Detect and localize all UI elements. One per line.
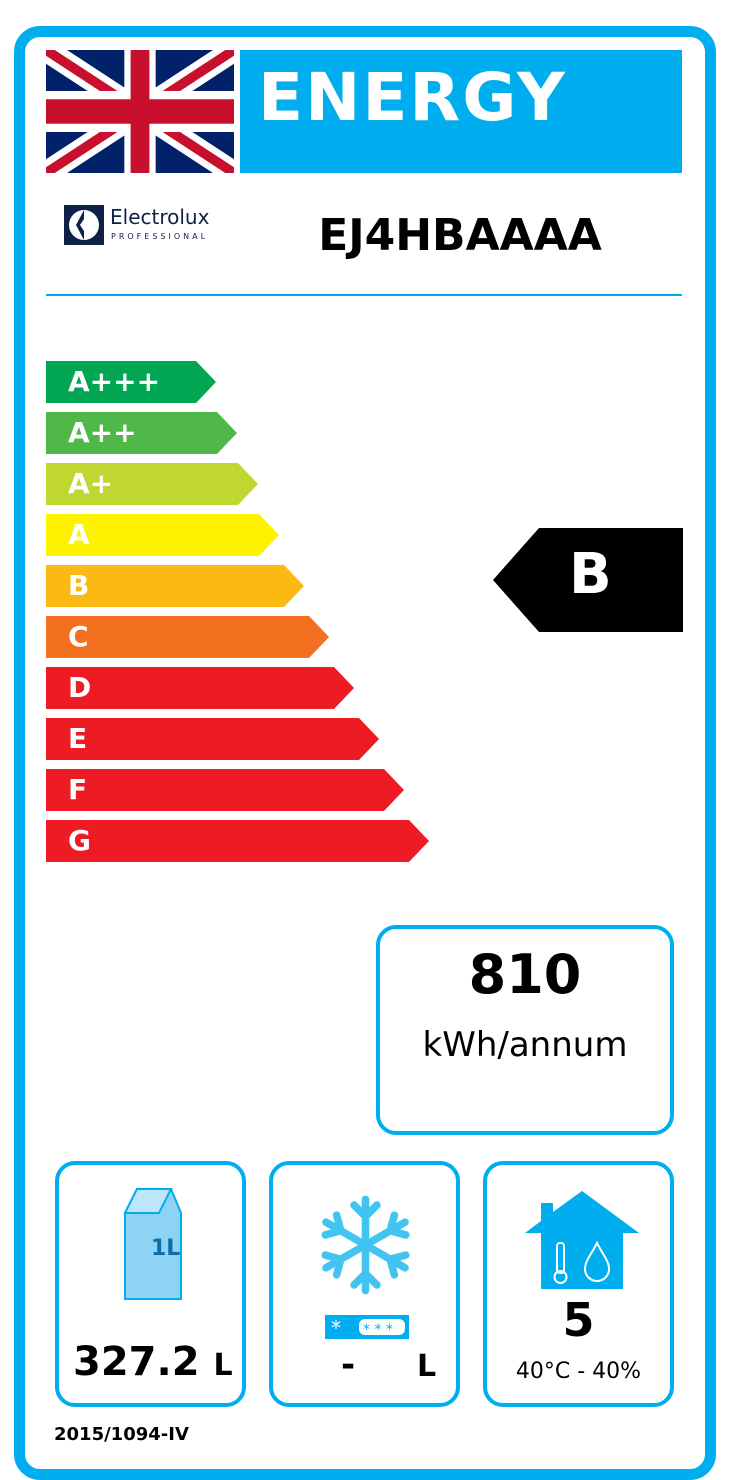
- model-number: EJ4HBAAAA: [318, 210, 602, 261]
- scale-label: A+++: [68, 365, 161, 398]
- scale-label: A++: [68, 416, 137, 449]
- regulation-number: 2015/1094-IV: [54, 1424, 189, 1445]
- scale-bar-aplusplusplus: A+++: [46, 361, 216, 403]
- scale-bar-g: G: [46, 820, 429, 862]
- scale-label: C: [68, 620, 89, 653]
- scale-bar-e: E: [46, 718, 379, 760]
- brand-sub: PROFESSIONAL: [111, 232, 209, 241]
- climate-class: 5: [562, 1293, 595, 1347]
- electrolux-logo-icon: [64, 205, 104, 245]
- scale-bar-f: F: [46, 769, 404, 811]
- frozen-volume-box: * * * * - L: [269, 1161, 460, 1407]
- chilled-volume-unit: L: [213, 1348, 233, 1383]
- scale-bar-c: C: [46, 616, 329, 658]
- scale-bar-b: B: [46, 565, 304, 607]
- consumption-box: 810 kWh/annum: [376, 925, 674, 1135]
- scale-bar-a: A: [46, 514, 279, 556]
- chilled-volume-value: 327.2: [73, 1339, 200, 1385]
- scale-bar-d: D: [46, 667, 354, 709]
- scale-label: A+: [68, 467, 114, 500]
- climate-conditions: 40°C - 40%: [515, 1359, 642, 1384]
- scale-label: A: [68, 518, 90, 551]
- scale-bar-aplusplus: A++: [46, 412, 237, 454]
- uk-flag-icon: [46, 50, 234, 173]
- svg-text:*: *: [331, 1316, 341, 1339]
- label-border: [14, 26, 716, 1480]
- milk-carton-icon: 1L: [123, 1188, 182, 1300]
- svg-text:* * *: * * *: [363, 1322, 393, 1338]
- consumption-value: 810: [468, 943, 582, 1006]
- scale-bar-aplus: A+: [46, 463, 258, 505]
- brand-name: Electrolux: [110, 205, 210, 229]
- scale-label: E: [68, 722, 88, 755]
- rating-indicator: B: [493, 528, 683, 632]
- energy-title: ENERGY: [240, 50, 682, 173]
- consumption-unit: kWh/annum: [422, 1025, 628, 1065]
- star-rating-icon: * * * *: [325, 1315, 409, 1339]
- frozen-volume-value: -: [341, 1345, 356, 1385]
- scale-label: B: [68, 569, 90, 602]
- snowflake-icon: [318, 1195, 413, 1300]
- brand-logo: Electrolux PROFESSIONAL: [64, 205, 244, 247]
- scale-label: F: [68, 773, 88, 806]
- scale-label: D: [68, 671, 92, 704]
- house-climate-icon: [525, 1191, 639, 1289]
- divider: [46, 294, 682, 296]
- rating-letter: B: [569, 542, 612, 607]
- frozen-volume-unit: L: [417, 1349, 437, 1384]
- svg-text:1L: 1L: [151, 1236, 180, 1261]
- scale-label: G: [68, 824, 91, 857]
- climate-class-box: 5 40°C - 40%: [483, 1161, 674, 1407]
- chilled-volume-box: 1L 327.2 L: [55, 1161, 246, 1407]
